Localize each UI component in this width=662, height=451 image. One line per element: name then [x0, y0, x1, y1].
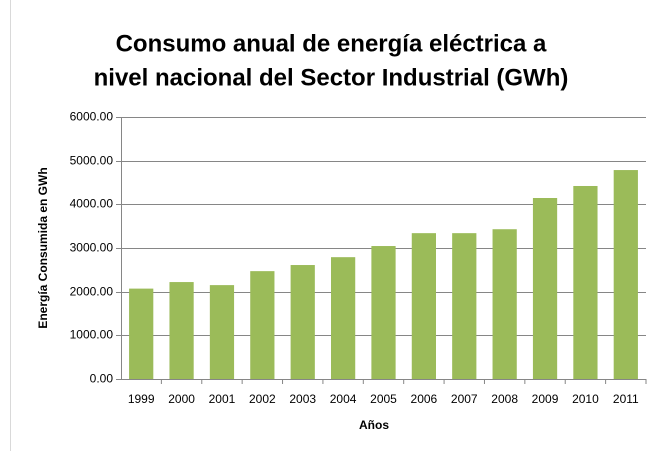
bar	[250, 271, 275, 379]
bar	[371, 246, 396, 379]
x-tick-label: 2010	[572, 392, 599, 406]
x-axis-title: Años	[359, 418, 389, 432]
x-tick-label: 2008	[491, 392, 518, 406]
bar	[169, 282, 194, 379]
x-tick-label: 2002	[249, 392, 276, 406]
x-tick-label: 2001	[209, 392, 236, 406]
bar	[573, 185, 598, 379]
x-tick-label: 2005	[370, 392, 397, 406]
x-tick-label: 2003	[289, 392, 316, 406]
x-tick-label: 2006	[411, 392, 438, 406]
bar	[452, 233, 477, 379]
x-tick-label: 2011	[613, 392, 639, 406]
bar	[532, 198, 558, 379]
bar	[492, 229, 517, 379]
x-tick-label: 2000	[168, 392, 195, 406]
y-tick-label: 6000.00	[70, 110, 114, 124]
y-tick-label: 0.00	[90, 372, 114, 386]
x-tick-label: 2009	[532, 392, 559, 406]
y-tick-label: 4000.00	[70, 197, 114, 211]
x-tick-label: 2004	[330, 392, 357, 406]
y-tick-label: 1000.00	[70, 328, 114, 342]
bar	[613, 170, 638, 379]
x-tick-label: 1999	[128, 392, 155, 406]
chart-title: nivel nacional del Sector Industrial (GW…	[94, 64, 569, 91]
bar	[411, 233, 436, 379]
chart-title: Consumo anual de energía eléctrica a	[116, 30, 547, 57]
bar	[129, 288, 154, 379]
y-tick-label: 5000.00	[70, 154, 114, 168]
y-tick-label: 2000.00	[70, 285, 114, 299]
bar	[209, 285, 235, 379]
bar	[290, 265, 315, 379]
bar	[331, 257, 356, 379]
y-axis-title: Energía Consumida en GWh	[36, 167, 50, 328]
y-tick-label: 3000.00	[70, 241, 114, 255]
x-tick-label: 2007	[451, 392, 478, 406]
